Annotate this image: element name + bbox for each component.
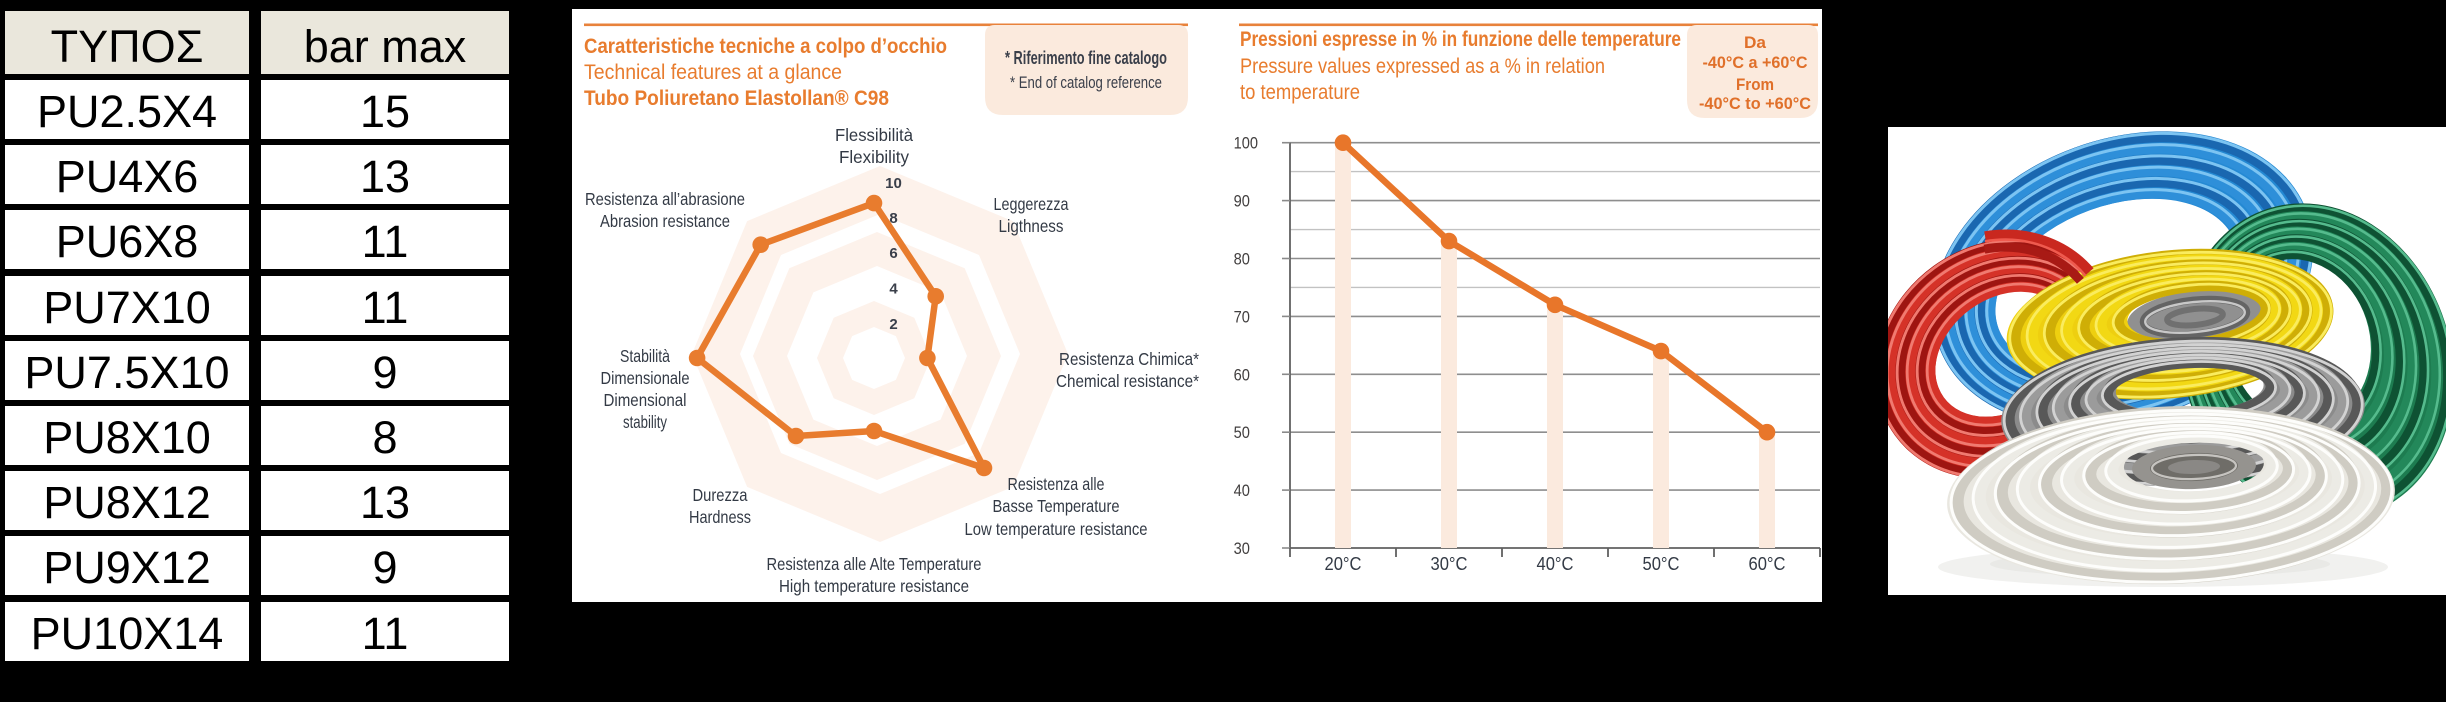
- svg-text:stability: stability: [623, 412, 667, 432]
- svg-text:60°C: 60°C: [1749, 554, 1786, 574]
- svg-text:Dimensionale: Dimensionale: [601, 368, 690, 388]
- svg-text:2: 2: [889, 316, 897, 333]
- svg-text:50°C: 50°C: [1643, 554, 1680, 574]
- svg-text:40: 40: [1234, 482, 1250, 500]
- svg-text:6: 6: [889, 245, 897, 262]
- svg-text:4: 4: [889, 281, 898, 298]
- svg-text:30°C: 30°C: [1431, 554, 1468, 574]
- svg-text:Caratteristiche tecniche a col: Caratteristiche tecniche a colpo d’occhi…: [584, 35, 947, 58]
- svg-text:Flexibility: Flexibility: [839, 147, 909, 167]
- svg-text:Leggerezza: Leggerezza: [994, 194, 1069, 214]
- svg-text:Pressioni espresse in % in fun: Pressioni espresse in % in funzione dell…: [1240, 28, 1681, 51]
- svg-text:Resistenza alle: Resistenza alle: [1008, 474, 1105, 494]
- svg-text:-40°C to +60°C: -40°C to +60°C: [1699, 95, 1811, 113]
- svg-text:50: 50: [1234, 424, 1250, 442]
- svg-text:Dimensional: Dimensional: [604, 390, 687, 410]
- svg-text:Chemical resistance*: Chemical resistance*: [1056, 371, 1199, 391]
- svg-text:High temperature resistance: High temperature resistance: [779, 576, 969, 596]
- svg-text:40°C: 40°C: [1537, 554, 1574, 574]
- svg-text:Resistenza alle Alte Temperatu: Resistenza alle Alte Temperature: [767, 554, 982, 574]
- svg-text:Hardness: Hardness: [689, 507, 751, 527]
- svg-text:10: 10: [885, 175, 902, 192]
- svg-text:Durezza: Durezza: [693, 485, 748, 505]
- svg-text:Pressure values expressed as a: Pressure values expressed as a % in rela…: [1240, 55, 1605, 78]
- svg-text:-40°C a +60°C: -40°C a +60°C: [1703, 54, 1808, 72]
- svg-text:Technical features at a glance: Technical features at a glance: [584, 61, 842, 84]
- svg-text:Abrasion resistance: Abrasion resistance: [600, 211, 730, 231]
- svg-text:100: 100: [1234, 135, 1258, 153]
- svg-text:Da: Da: [1744, 34, 1767, 52]
- svg-text:70: 70: [1234, 308, 1250, 326]
- svg-text:From: From: [1736, 76, 1774, 94]
- svg-text:30: 30: [1234, 540, 1250, 558]
- svg-text:Ligthness: Ligthness: [999, 216, 1064, 236]
- svg-text:8: 8: [889, 210, 897, 227]
- svg-text:Flessibilità: Flessibilità: [835, 125, 913, 145]
- svg-text:* Riferimento fine catalogo: * Riferimento fine catalogo: [1005, 48, 1167, 68]
- svg-text:Tubo Poliuretano Elastollan® C: Tubo Poliuretano Elastollan® C98: [584, 87, 889, 110]
- svg-text:* End of catalog reference: * End of catalog reference: [1010, 73, 1162, 92]
- svg-text:Basse Temperature: Basse Temperature: [993, 496, 1120, 516]
- svg-text:Resistenza Chimica*: Resistenza Chimica*: [1059, 349, 1199, 369]
- svg-text:90: 90: [1234, 193, 1250, 211]
- svg-text:Low temperature resistance: Low temperature resistance: [965, 519, 1148, 539]
- svg-text:to temperature: to temperature: [1240, 81, 1360, 104]
- svg-text:Stabilità: Stabilità: [620, 346, 670, 366]
- svg-text:80: 80: [1234, 251, 1250, 269]
- svg-text:20°C: 20°C: [1325, 554, 1362, 574]
- svg-text:Resistenza all’abrasione: Resistenza all’abrasione: [585, 189, 745, 209]
- svg-text:60: 60: [1234, 366, 1250, 384]
